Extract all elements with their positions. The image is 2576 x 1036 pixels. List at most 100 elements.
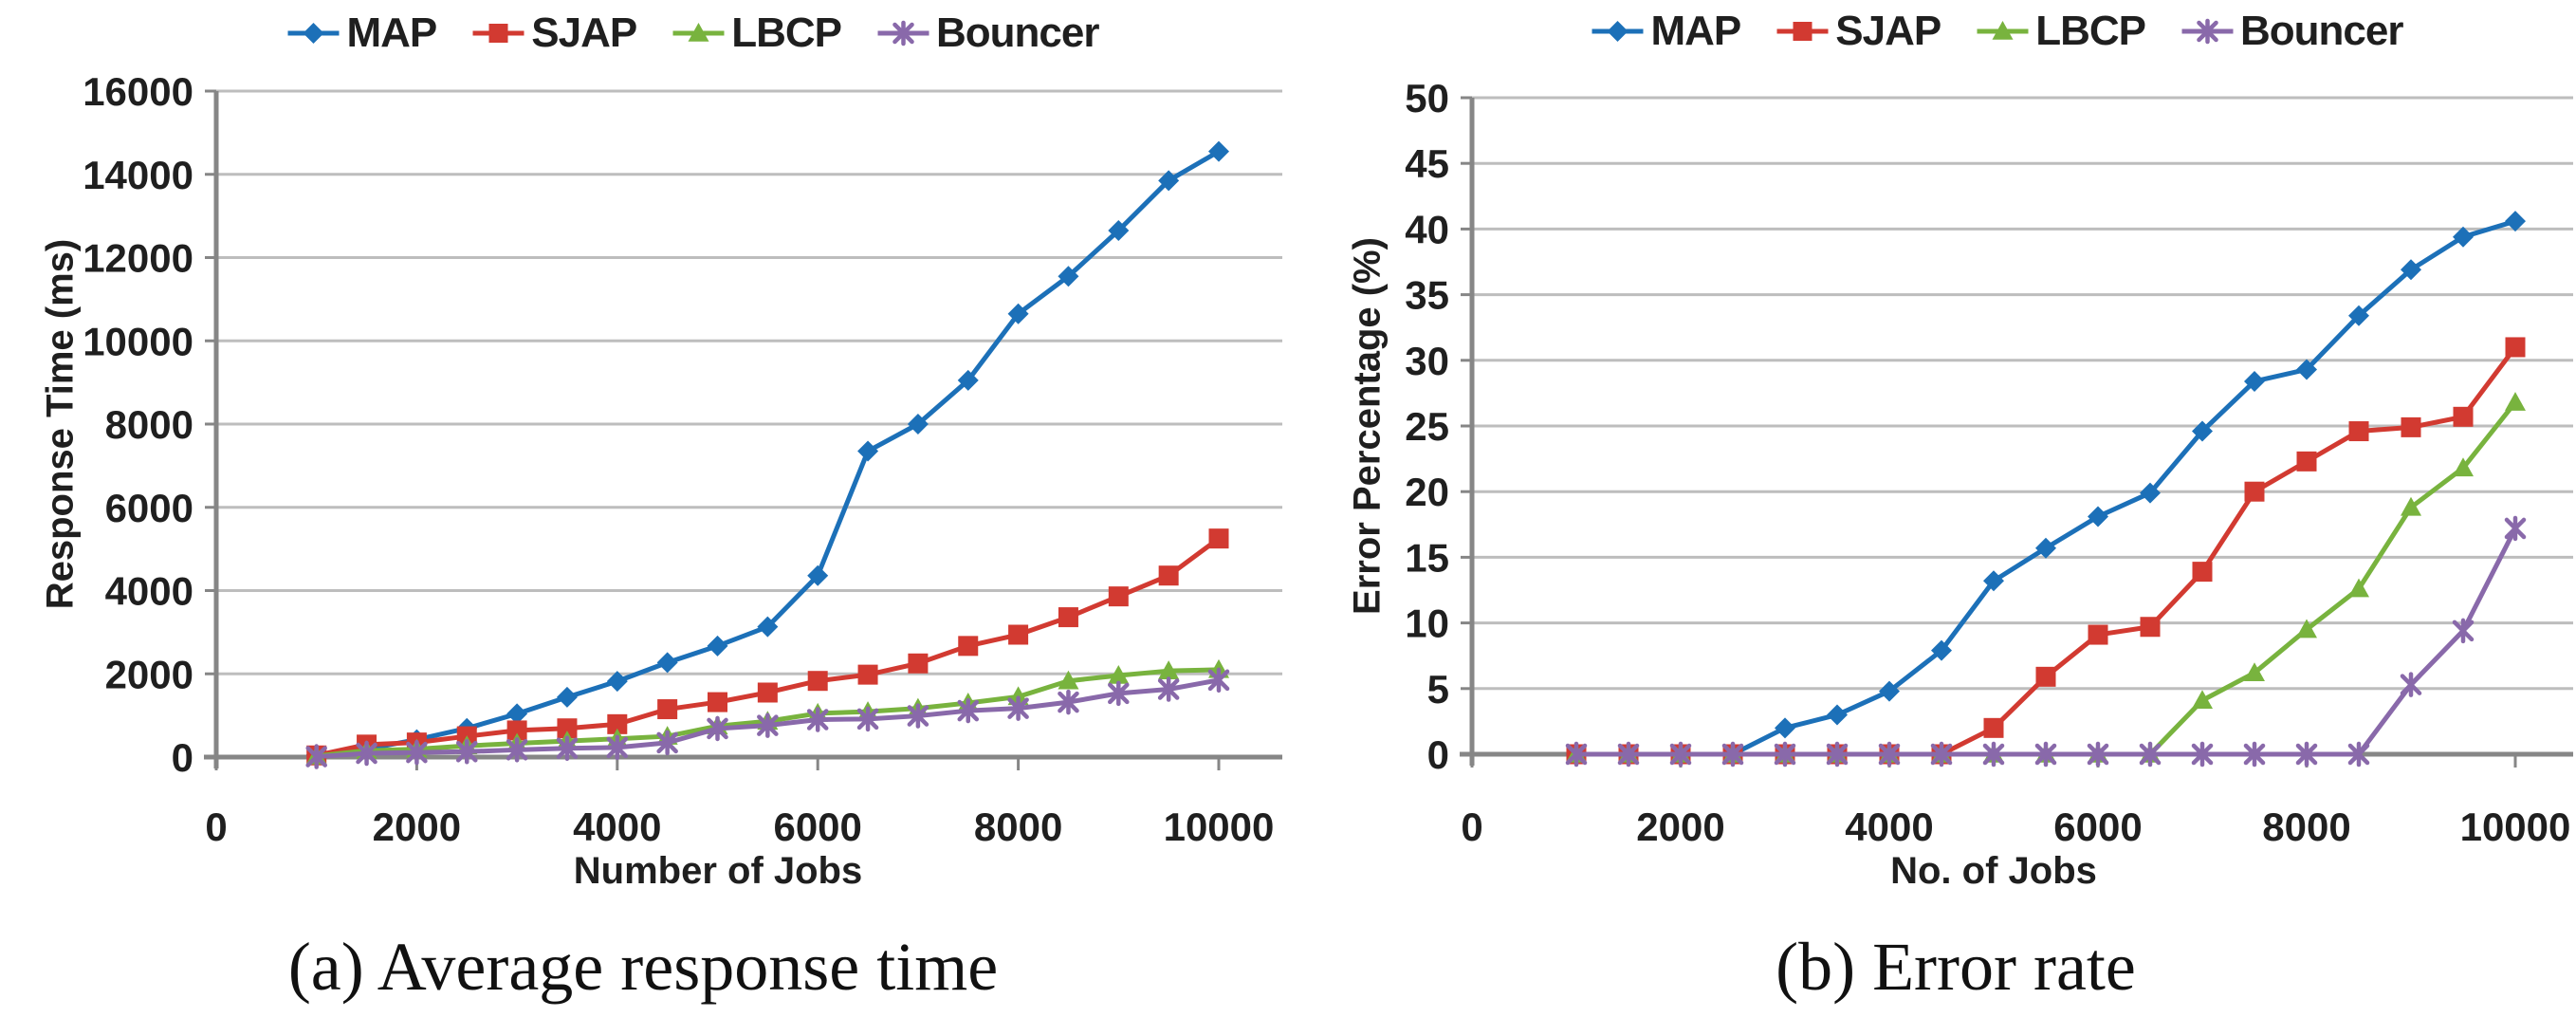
asterisk-marker bbox=[2452, 618, 2475, 644]
legend-item-map: MAP bbox=[1591, 8, 1741, 55]
diamond-marker bbox=[857, 440, 879, 462]
square-marker bbox=[2296, 451, 2317, 472]
y-tick-label: 8000 bbox=[105, 402, 193, 447]
x-tick-label: 4000 bbox=[573, 805, 661, 849]
chart-panel-a: 0 2000 4000 6000 8000 10000 12000 14000 16000 0 20… bbox=[40, 9, 1282, 1005]
y-tick-label: 15 bbox=[1405, 535, 1449, 580]
y-tick-label: 50 bbox=[1405, 76, 1449, 120]
legend-a: MAP SJAP LBCP Bouncer bbox=[286, 9, 1100, 57]
diamond-marker bbox=[957, 369, 979, 391]
asterisk-marker bbox=[757, 712, 779, 738]
triangle-marker bbox=[2505, 392, 2526, 411]
diamond-marker bbox=[2088, 506, 2108, 527]
asterisk-marker bbox=[1878, 741, 1901, 768]
asterisk-marker bbox=[506, 737, 528, 763]
y-tick-label: 10 bbox=[1405, 601, 1449, 646]
asterisk-marker bbox=[2504, 515, 2527, 542]
series-markers-sjap bbox=[306, 528, 1229, 766]
asterisk-marker bbox=[2295, 741, 2318, 768]
asterisk-marker bbox=[406, 739, 428, 766]
plot-canvas-b: 0 5 10 15 20 25 30 35 40 45 50 0 2000 4000 6000 8000 100… bbox=[1405, 76, 2573, 849]
legend-b: MAP SJAP LBCP Bouncer bbox=[1591, 8, 2404, 55]
asterisk-marker bbox=[2087, 741, 2109, 768]
diamond-marker bbox=[2296, 359, 2317, 380]
y-tick-label: 4000 bbox=[105, 569, 193, 614]
legend-label: LBCP bbox=[2035, 8, 2146, 54]
y-tick-label: 12000 bbox=[83, 236, 193, 281]
y-tick-label: 20 bbox=[1405, 470, 1449, 514]
x-tick-label: 10000 bbox=[1164, 805, 1275, 849]
square-marker bbox=[2035, 666, 2056, 687]
triangle-legend-icon bbox=[1977, 21, 2029, 40]
x-tick-label: 0 bbox=[1461, 805, 1482, 849]
chart-panel-b: 0 5 10 15 20 25 30 35 40 45 50 0 2000 4000 6000 8000 100… bbox=[1309, 0, 2576, 1036]
diamond-legend-icon bbox=[1592, 21, 1644, 42]
square-marker bbox=[2140, 617, 2161, 638]
asterisk-marker bbox=[1207, 667, 1230, 694]
x-axis-title-b: No. of Jobs bbox=[1890, 850, 2097, 892]
square-marker bbox=[1793, 22, 1812, 41]
caption-b: (b) Error rate bbox=[1776, 929, 2136, 1005]
diamond-marker bbox=[2244, 370, 2265, 392]
diamond-marker bbox=[2505, 211, 2526, 232]
triangle-marker bbox=[2244, 662, 2265, 681]
asterisk-legend-icon bbox=[2181, 18, 2234, 45]
asterisk-marker bbox=[2347, 741, 2370, 768]
square-marker bbox=[2401, 416, 2421, 437]
asterisk-marker bbox=[1774, 741, 1796, 768]
y-tick-label: 16000 bbox=[83, 69, 193, 114]
diamond-marker bbox=[2035, 537, 2056, 559]
diamond-marker bbox=[757, 616, 779, 638]
diamond-marker bbox=[1158, 170, 1180, 192]
square-marker bbox=[1983, 717, 2004, 738]
square-marker bbox=[1208, 528, 1229, 549]
y-tick-label: 5 bbox=[1427, 667, 1449, 712]
square-marker bbox=[708, 692, 727, 712]
diamond-marker bbox=[2140, 482, 2161, 504]
asterisk-marker bbox=[606, 734, 629, 761]
x-tick-label: 6000 bbox=[2053, 805, 2142, 849]
legend-label: Bouncer bbox=[936, 9, 1099, 56]
diamond-marker bbox=[1108, 219, 1130, 241]
asterisk-marker bbox=[1982, 741, 2005, 768]
legend-item-lbcp: LBCP bbox=[671, 9, 842, 57]
legend-label: SJAP bbox=[531, 9, 637, 56]
legend-item-bouncer: Bouncer bbox=[875, 9, 1100, 57]
x-tick-label: 8000 bbox=[2262, 805, 2350, 849]
square-marker bbox=[1008, 624, 1029, 645]
triangle-legend-icon bbox=[672, 23, 725, 42]
asterisk-marker bbox=[1007, 695, 1029, 721]
square-marker bbox=[958, 636, 979, 657]
diamond-marker bbox=[506, 703, 528, 725]
diamond-marker bbox=[1931, 639, 1952, 661]
square-legend-icon bbox=[472, 24, 524, 43]
legend-label: MAP bbox=[346, 9, 438, 56]
x-tick-label: 0 bbox=[205, 805, 227, 849]
square-marker bbox=[2453, 406, 2474, 427]
y-tick-label: 25 bbox=[1405, 404, 1449, 449]
diamond-marker bbox=[2348, 305, 2369, 326]
series-markers-map bbox=[305, 140, 1229, 766]
diamond-marker bbox=[907, 414, 929, 435]
diamond-marker bbox=[1827, 704, 1848, 726]
triangle-marker bbox=[2348, 578, 2369, 598]
triangle-marker bbox=[2296, 619, 2317, 638]
asterisk-legend-icon bbox=[877, 20, 929, 46]
asterisk-marker bbox=[305, 744, 327, 769]
series-markers-bouncer bbox=[305, 667, 1230, 769]
x-tick-label: 8000 bbox=[974, 805, 1062, 849]
triangle-marker bbox=[2192, 690, 2213, 710]
asterisk-marker bbox=[556, 735, 579, 762]
diamond-marker bbox=[606, 671, 628, 693]
triangle-marker bbox=[1108, 665, 1130, 684]
y-tick-label: 10000 bbox=[83, 319, 193, 363]
diamond-marker bbox=[1208, 140, 1229, 162]
asterisk-marker bbox=[356, 740, 377, 767]
diamond-marker bbox=[556, 686, 578, 708]
y-tick-label: 2000 bbox=[105, 652, 193, 696]
asterisk-marker bbox=[1157, 676, 1180, 702]
triangle-marker bbox=[2401, 496, 2421, 516]
diamond-marker bbox=[656, 652, 678, 674]
asterisk-marker bbox=[2139, 741, 2162, 768]
